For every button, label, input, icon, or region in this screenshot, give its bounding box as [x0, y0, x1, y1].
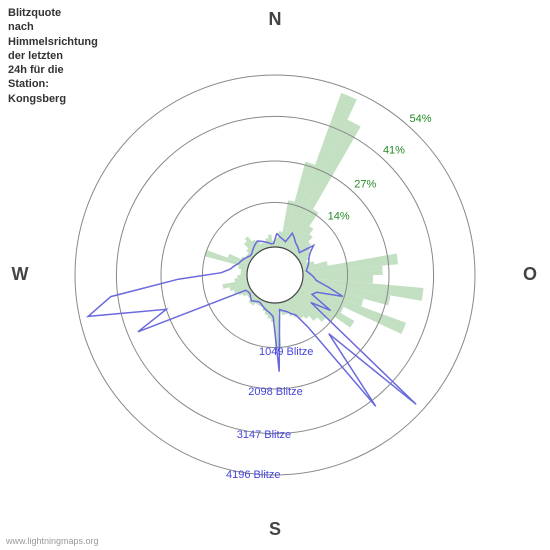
blitze-label: 2098 Blitze [248, 386, 302, 398]
polar-chart: N O S W 54% 41% 27% 14% 1049 Blitze 2098 Blitze 31… [0, 0, 550, 550]
blitze-label: 4196 Blitze [226, 469, 280, 481]
pct-label: 14% [328, 210, 350, 222]
pct-label: 27% [354, 179, 376, 191]
blitze-label: 1049 Blitze [259, 346, 313, 358]
pct-label: 41% [383, 145, 405, 157]
blitze-label: 3147 Blitze [237, 429, 291, 441]
compass-e: O [523, 264, 537, 284]
compass-s: S [269, 519, 281, 539]
compass-n: N [269, 9, 282, 29]
pct-label: 54% [410, 113, 432, 125]
compass-w: W [12, 264, 29, 284]
